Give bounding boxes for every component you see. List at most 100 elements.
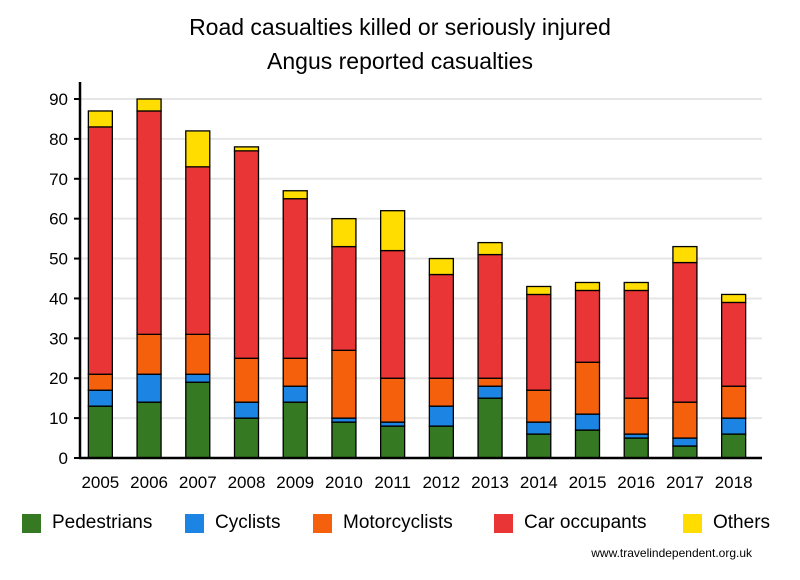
bar-segment-car-occupants <box>428 273 455 379</box>
bar-segment-motorcyclists <box>331 349 357 419</box>
legend-item-others: Others <box>683 512 770 534</box>
bar-segment-motorcyclists <box>672 401 698 439</box>
bar-segment-car-occupants <box>526 293 552 391</box>
x-tick-label: 2017 <box>666 473 704 492</box>
bar-segment-pedestrians <box>526 433 552 459</box>
bar-segment-car-occupants <box>477 253 503 379</box>
legend-item-pedestrians: Pedestrians <box>22 512 152 534</box>
bar-segment-car-occupants <box>87 126 114 375</box>
x-tick-label: 2018 <box>715 473 753 492</box>
legend-label: Cyclists <box>215 512 281 533</box>
x-tick-label: 2005 <box>81 473 119 492</box>
y-tick-label: 10 <box>49 409 68 428</box>
bar-segment-cyclists <box>185 373 211 383</box>
y-tick-label: 80 <box>49 130 68 149</box>
x-tick-label: 2011 <box>374 473 411 492</box>
bar-segment-others <box>87 110 114 128</box>
bar-segment-others <box>477 241 503 256</box>
bar-segment-others <box>282 190 308 200</box>
bar-segment-others <box>233 146 260 152</box>
bar-segment-others <box>185 130 211 168</box>
bar-segment-cyclists <box>526 421 552 435</box>
bar-segment-pedestrians <box>233 417 260 459</box>
x-tick-label: 2008 <box>228 473 266 492</box>
bar-segment-motorcyclists <box>574 361 601 415</box>
bar-segment-others <box>136 98 162 112</box>
bar-segment-pedestrians <box>574 429 601 459</box>
legend-label: Car occupants <box>524 512 647 533</box>
bar-segment-motorcyclists <box>379 377 406 423</box>
bar-segment-cyclists <box>233 401 260 419</box>
x-tick-label: 2013 <box>471 473 509 492</box>
bar-segment-others <box>720 293 747 304</box>
legend-swatch-pedestrians <box>22 513 41 533</box>
x-tick-label: 2014 <box>520 473 558 492</box>
bar-segment-car-occupants <box>282 198 308 359</box>
bar-segment-cyclists <box>428 405 455 427</box>
bar-segment-pedestrians <box>331 421 357 459</box>
bar-segment-cyclists <box>477 385 503 399</box>
chart-subtitle: Angus reported casualties <box>267 48 533 74</box>
bar-segment-others <box>379 210 406 252</box>
legend: Pedestrians Cyclists Motorcyclists Car o… <box>0 512 800 538</box>
y-tick-label: 40 <box>49 289 68 308</box>
bar-segment-motorcyclists <box>282 357 308 387</box>
legend-swatch-cyclists <box>185 513 204 533</box>
y-tick-label: 50 <box>49 250 68 269</box>
bar-segment-cyclists <box>672 437 698 447</box>
bar-segment-car-occupants <box>623 289 649 399</box>
bar-segment-cyclists <box>87 389 114 407</box>
x-tick-label: 2016 <box>617 473 655 492</box>
bar-segment-pedestrians <box>282 401 308 459</box>
legend-item-car-occupants: Car occupants <box>494 512 647 534</box>
bar-segment-pedestrians <box>185 381 211 459</box>
x-tick-label: 2010 <box>325 473 363 492</box>
legend-label: Others <box>713 512 771 533</box>
legend-swatch-others <box>683 513 702 533</box>
bar-segment-motorcyclists <box>233 357 260 403</box>
bar-segment-pedestrians <box>428 425 455 459</box>
bar-segment-car-occupants <box>574 289 601 363</box>
bar-segment-others <box>574 281 601 292</box>
bar-segment-car-occupants <box>379 249 406 379</box>
legend-swatch-motorcyclists <box>313 513 332 533</box>
y-tick-label: 90 <box>49 90 68 109</box>
y-tick-label: 20 <box>49 369 68 388</box>
bar-segment-others <box>526 285 552 296</box>
bar-segment-motorcyclists <box>526 389 552 423</box>
bar-segment-pedestrians <box>672 445 698 459</box>
bar-segment-car-occupants <box>233 150 260 359</box>
bar-segment-cyclists <box>282 385 308 403</box>
bar-segment-cyclists <box>720 417 747 435</box>
bar-segment-pedestrians <box>136 401 162 459</box>
bar-segment-others <box>672 245 698 264</box>
bar-segment-car-occupants <box>331 245 357 351</box>
bar-segment-pedestrians <box>477 397 503 459</box>
y-tick-label: 60 <box>49 210 68 229</box>
bar-segment-motorcyclists <box>477 377 503 387</box>
legend-item-cyclists: Cyclists <box>185 512 280 534</box>
y-tick-label: 70 <box>49 170 68 189</box>
bar-segment-motorcyclists <box>185 333 211 375</box>
x-tick-label: 2015 <box>569 473 607 492</box>
chart-title: Road casualties killed or seriously inju… <box>189 14 611 40</box>
bar-segment-cyclists <box>574 413 601 431</box>
bar-segment-motorcyclists <box>87 373 114 391</box>
bar-segment-car-occupants <box>672 261 698 403</box>
bar-segment-motorcyclists <box>428 377 455 407</box>
bar-segment-car-occupants <box>185 166 211 335</box>
legend-swatch-car-occupants <box>494 513 513 533</box>
x-tick-label: 2007 <box>179 473 217 492</box>
y-tick-label: 30 <box>49 329 68 348</box>
bar-segment-motorcyclists <box>136 333 162 375</box>
bar-segment-car-occupants <box>136 110 162 335</box>
y-tick-label: 0 <box>59 449 68 468</box>
bar-segment-pedestrians <box>87 405 114 459</box>
legend-item-motorcyclists: Motorcyclists <box>313 512 453 534</box>
source-credit: www.travelindependent.org.uk <box>591 546 752 560</box>
bar-segment-others <box>331 218 357 248</box>
bar-segment-pedestrians <box>379 425 406 459</box>
bar-segment-pedestrians <box>623 437 649 459</box>
bar-segment-others <box>623 281 649 292</box>
